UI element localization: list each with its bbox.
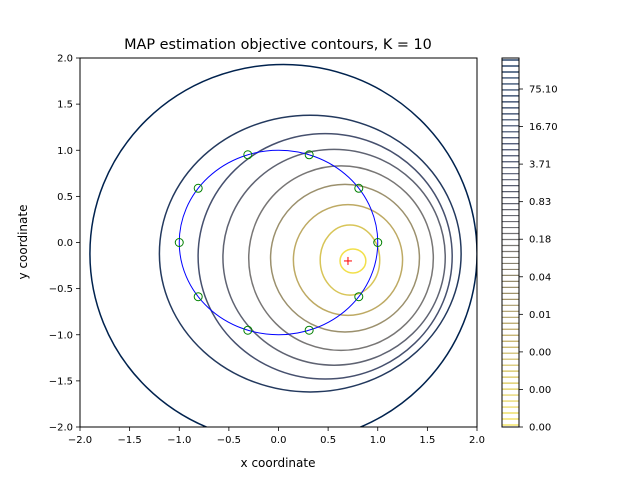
sensor-marker	[354, 292, 364, 302]
sensor-marker	[174, 238, 184, 247]
x-tick-label: −2.0	[68, 435, 92, 446]
x-tick-label: −1.0	[167, 435, 191, 446]
sensor-marker	[354, 183, 364, 193]
plot-overlay	[174, 149, 383, 336]
x-tick-label: −0.5	[217, 435, 241, 446]
y-tick-label: 0.5	[57, 192, 73, 203]
x-tick-label: 0.5	[320, 435, 336, 446]
colorbar-tick-label: 3.71	[529, 160, 551, 171]
y-tick-label: −1.5	[49, 376, 73, 387]
y-tick-label: −0.5	[49, 284, 73, 295]
contour-line	[339, 248, 367, 274]
sensor-marker	[193, 292, 203, 302]
colorbar-tick-label: 0.83	[529, 197, 551, 208]
colorbar-tick-label: 0.04	[529, 272, 551, 283]
y-axis-label: y coordinate	[16, 205, 30, 280]
sensor-marker	[304, 325, 314, 335]
contour-line	[89, 63, 477, 427]
y-tick-label: 1.0	[57, 146, 73, 157]
unit-circle	[178, 149, 379, 336]
contour-lines	[89, 63, 477, 427]
y-tick-label: 2.0	[57, 54, 73, 65]
contour-line	[319, 224, 381, 296]
sensor-marker	[373, 238, 383, 247]
colorbar-tick-label: 0.00	[529, 423, 551, 434]
colorbar-tick-label: 0.00	[529, 347, 551, 358]
colorbar-tick-label: 16.70	[529, 122, 558, 133]
plot-area	[79, 57, 478, 428]
x-tick-label: −1.5	[117, 435, 141, 446]
y-tick-label: −2.0	[49, 423, 73, 434]
sensor-marker	[304, 150, 314, 160]
sensor-marker	[243, 150, 253, 160]
y-tick-label: −1.0	[49, 330, 73, 341]
x-tick-label: 0.0	[271, 435, 287, 446]
colorbar-tick-label: 0.18	[529, 235, 551, 246]
colorbar-tick-label: 75.10	[529, 85, 558, 96]
colorbar-lines	[502, 59, 519, 426]
colorbar-tick-label: 0.00	[529, 385, 551, 396]
colorbar-tick-label: 0.01	[529, 310, 551, 321]
x-tick-label: 2.0	[469, 435, 485, 446]
colorbar: 75.10 16.70 3.71 0.83 0.18 0.04 0.01 0.00 0.00 0.…	[501, 57, 558, 434]
y-axis: −2.0 −1.5 −1.0 −0.5 0.0 0.5 1.0 1.5 2.0	[49, 54, 80, 434]
contour-line	[247, 165, 435, 352]
contour-line	[292, 203, 404, 317]
x-tick-label: 1.0	[370, 435, 386, 446]
x-tick-label: 1.5	[419, 435, 435, 446]
sensor-marker	[243, 325, 253, 335]
contour-line	[222, 148, 446, 366]
contour-line	[197, 132, 453, 380]
estimate-marker	[343, 256, 352, 265]
sensor-marker	[193, 183, 203, 193]
x-axis: −2.0 −1.5 −1.0 −0.5 0.0 0.5 1.0 1.5 2.0	[68, 427, 485, 446]
y-tick-label: 0.0	[57, 238, 73, 249]
contour-line	[158, 114, 462, 393]
contour-line	[269, 183, 421, 333]
x-axis-label: x coordinate	[241, 456, 316, 470]
y-tick-label: 1.5	[57, 100, 73, 111]
colorbar-frame	[501, 57, 520, 428]
chart-title: MAP estimation objective contours, K = 1…	[124, 37, 432, 53]
colorbar-ticks: 75.10 16.70 3.71 0.83 0.18 0.04 0.01 0.00 0.00 0.…	[519, 85, 558, 434]
